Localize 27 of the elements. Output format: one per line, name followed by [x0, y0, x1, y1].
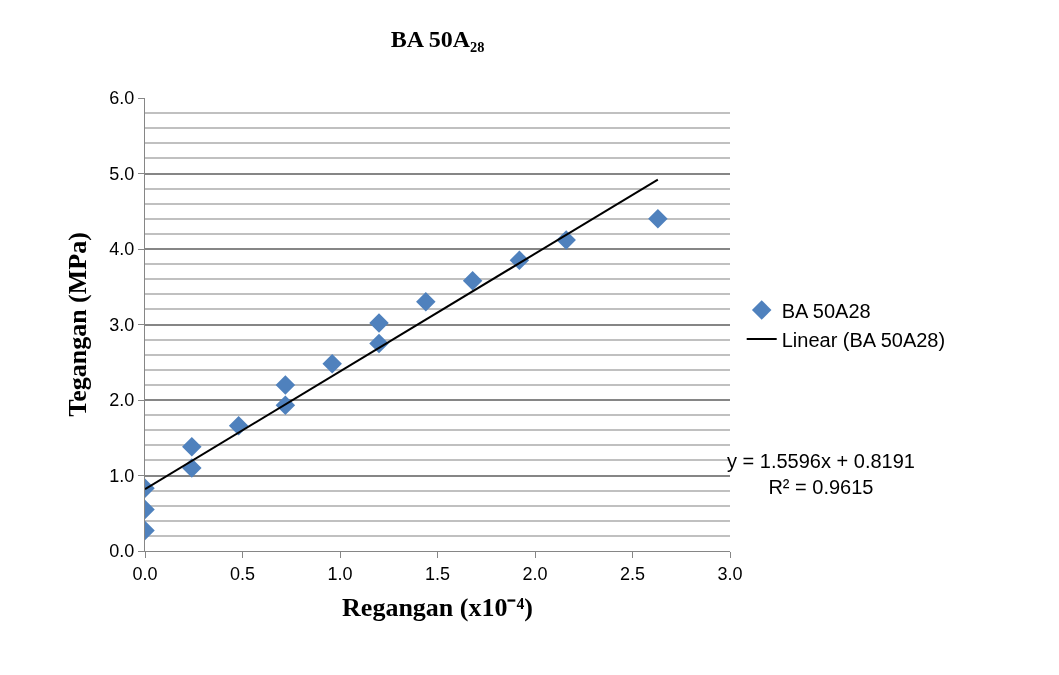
x-tick-label: 0.0 [132, 563, 158, 584]
annotation: y = 1.5596x + 0.8191 R² = 0.9615 [727, 450, 915, 498]
point [322, 354, 342, 374]
x-tick-label: 0.5 [229, 563, 256, 584]
x-tick-label: 2.0 [522, 563, 548, 584]
y-tick-label: 2.0 [109, 390, 135, 411]
point [275, 375, 296, 395]
chart-title: BA 50A₂₈ [390, 26, 485, 53]
x-axis-title: Regangan (x10⁻⁴) [342, 593, 533, 623]
y-tick-label: 0.0 [109, 541, 135, 562]
y-tick-label: 3.0 [109, 314, 135, 335]
x-tick-label: 2.5 [619, 563, 646, 584]
y-tick-label: 5.0 [109, 163, 135, 184]
point [462, 270, 483, 291]
y-axis-title: Tegangan (MPa) [62, 232, 92, 417]
y-tick-label: 6.0 [109, 88, 135, 109]
y-tick-label: 4.0 [109, 239, 135, 260]
point [648, 209, 668, 229]
legend-label: BA 50A28 [781, 299, 871, 322]
point [182, 437, 202, 457]
x-tick-label: 3.0 [717, 563, 743, 584]
point [416, 292, 436, 312]
x-tick-label: 1.0 [327, 563, 353, 584]
y-tick-label: 1.0 [109, 465, 135, 486]
point [369, 313, 389, 333]
legend-label: Linear (BA 50A28) [781, 328, 946, 351]
x-tick-label: 1.5 [424, 563, 451, 584]
